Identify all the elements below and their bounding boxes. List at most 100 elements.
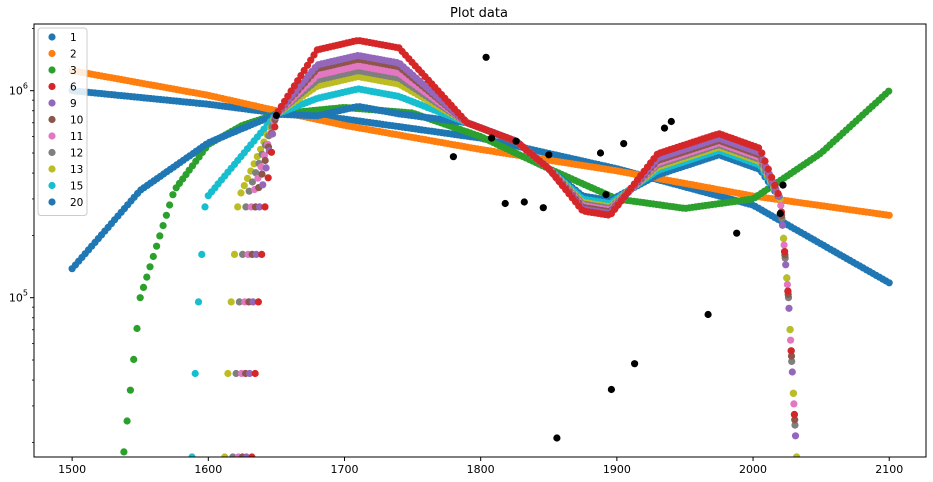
observed-point — [596, 149, 605, 157]
point-series-3 — [136, 294, 144, 302]
point-series-13 — [789, 389, 798, 397]
observed-point — [520, 198, 528, 206]
point-series-9 — [255, 203, 264, 211]
point-series-6 — [300, 66, 308, 74]
point-series-3 — [153, 242, 161, 250]
point-series-12 — [229, 453, 237, 457]
legend-marker — [48, 148, 56, 157]
point-series-3 — [143, 273, 151, 281]
point-series-6 — [258, 250, 266, 258]
series-3 — [120, 87, 893, 456]
x-tick-label: 2000 — [739, 463, 767, 476]
legend-label: 9 — [70, 98, 77, 110]
observed-point — [620, 140, 628, 148]
legend-marker — [48, 115, 56, 124]
legend-label: 12 — [70, 148, 83, 160]
point-series-9 — [252, 250, 260, 258]
point-series-3 — [162, 211, 170, 219]
legend-marker — [48, 33, 56, 41]
x-tick-label: 1700 — [330, 463, 358, 476]
point-series-11 — [783, 280, 792, 289]
point-series-11 — [787, 336, 795, 344]
observed-point — [539, 204, 547, 212]
observed-point — [545, 151, 553, 159]
point-series-6 — [297, 72, 305, 80]
observed-point — [512, 137, 520, 145]
point-series-6 — [781, 248, 789, 256]
observed-point — [779, 181, 787, 189]
point-series-6 — [771, 181, 779, 189]
point-series-3 — [885, 87, 893, 95]
point-series-6 — [290, 82, 298, 90]
observed-point — [501, 199, 509, 208]
point-series-6 — [251, 369, 259, 378]
point-series-9 — [269, 130, 277, 138]
point-series-6 — [277, 102, 285, 111]
observed-point — [272, 111, 280, 119]
observed-point — [602, 191, 610, 199]
point-series-12 — [232, 369, 240, 378]
point-series-13 — [793, 453, 801, 457]
point-series-6 — [754, 144, 763, 152]
point-series-13 — [221, 453, 229, 457]
observed-point — [667, 117, 675, 126]
point-series-10 — [258, 170, 266, 178]
point-series-15 — [194, 298, 203, 306]
legend-label: 20 — [70, 197, 83, 209]
point-series-3 — [166, 201, 174, 209]
point-series-3 — [146, 263, 154, 271]
legend-label: 6 — [70, 82, 77, 94]
point-series-3 — [156, 232, 164, 240]
legend-marker — [48, 99, 56, 107]
x-tick-label: 1900 — [603, 463, 631, 476]
observed-point — [733, 229, 741, 237]
point-series-13 — [780, 234, 788, 242]
point-series-6 — [271, 123, 279, 131]
plot-frame — [33, 23, 927, 458]
observed-point — [482, 53, 490, 61]
y-tick-label: 106 — [9, 82, 28, 98]
point-series-12 — [245, 187, 253, 195]
legend-marker — [48, 165, 56, 173]
point-series-3 — [133, 324, 141, 333]
point-series-6 — [310, 51, 318, 59]
point-series-6 — [284, 92, 292, 100]
point-series-9 — [262, 164, 270, 172]
point-series-9 — [782, 261, 790, 269]
y-tick-label: 105 — [9, 289, 28, 305]
point-series-13 — [240, 182, 248, 190]
point-series-10 — [791, 416, 799, 424]
point-series-13 — [234, 203, 242, 211]
legend-marker — [48, 49, 56, 58]
point-series-6 — [768, 173, 776, 181]
point-series-3 — [139, 283, 148, 291]
point-series-13 — [786, 326, 794, 334]
point-series-3 — [130, 355, 138, 363]
legend-marker — [48, 198, 56, 206]
point-series-12 — [235, 298, 243, 306]
point-series-9 — [242, 453, 250, 457]
point-series-9 — [259, 181, 267, 189]
point-series-6 — [758, 149, 766, 157]
point-series-6 — [764, 165, 772, 173]
point-series-15 — [198, 250, 206, 258]
point-series-12 — [239, 250, 247, 258]
point-series-6 — [784, 287, 792, 295]
point-series-6 — [267, 148, 276, 156]
point-series-15 — [188, 453, 196, 457]
point-series-11 — [790, 400, 798, 408]
legend-label: 3 — [70, 65, 77, 77]
point-series-12 — [248, 178, 256, 186]
point-series-6 — [248, 453, 256, 457]
legend-label: 13 — [70, 164, 83, 176]
point-series-11 — [777, 201, 785, 210]
point-series-3 — [120, 448, 128, 456]
point-series-1 — [885, 279, 893, 287]
point-series-15 — [191, 369, 199, 378]
legend-label: 1 — [70, 32, 77, 44]
x-tick-label: 2100 — [875, 463, 903, 476]
observed-point — [488, 134, 496, 142]
point-series-6 — [307, 56, 315, 64]
observed-point — [704, 310, 712, 319]
point-series-3 — [169, 191, 177, 199]
